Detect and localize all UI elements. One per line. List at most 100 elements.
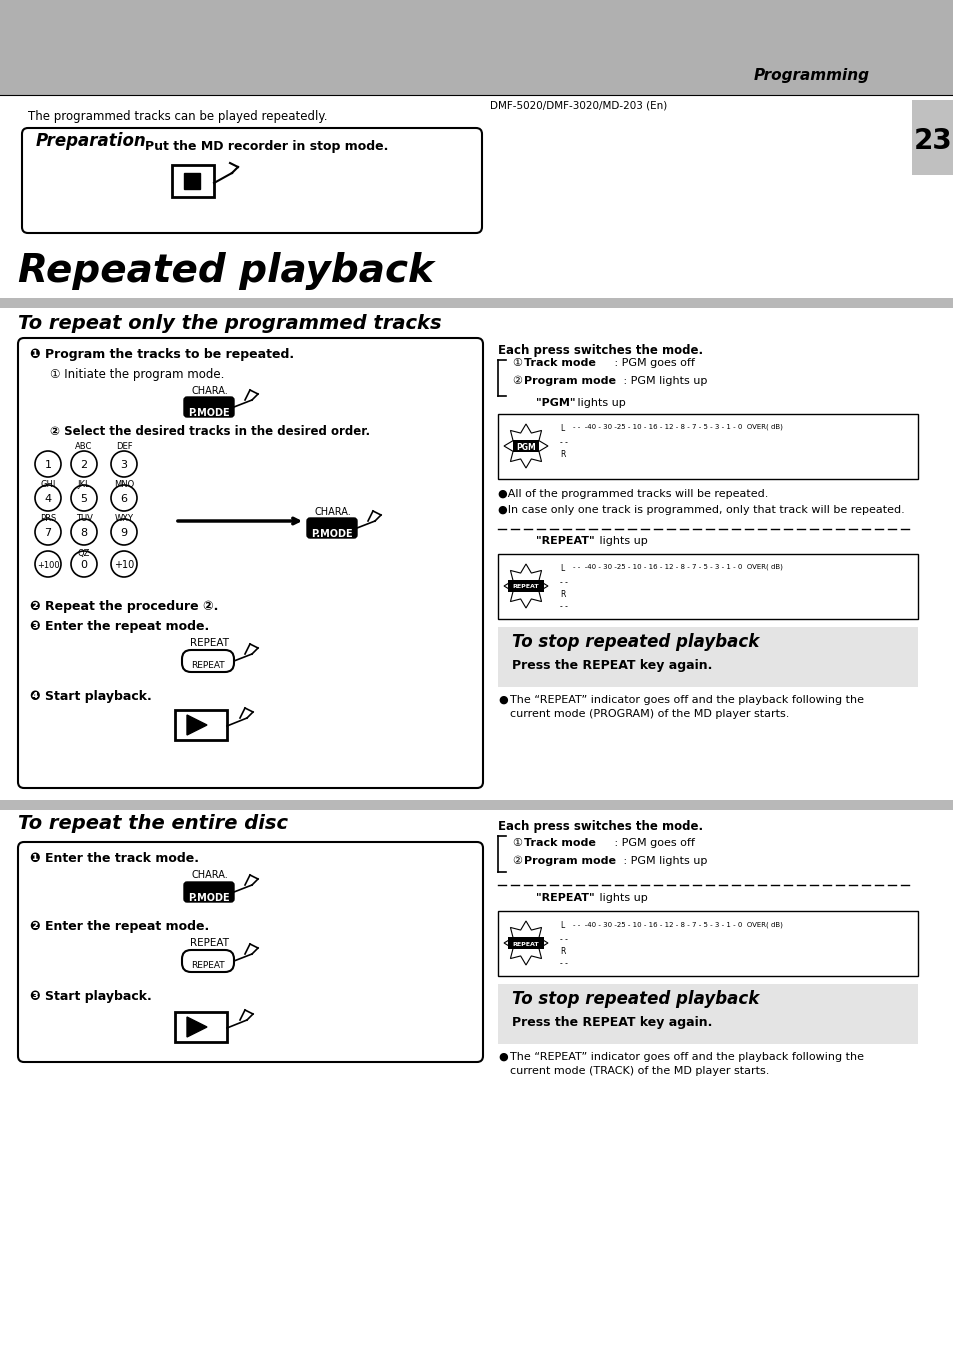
Circle shape (71, 519, 97, 544)
Text: R: R (559, 450, 565, 459)
Circle shape (111, 519, 137, 544)
Text: REPEAT: REPEAT (190, 638, 229, 648)
Text: DMF-5020/DMF-3020/MD-203 (En): DMF-5020/DMF-3020/MD-203 (En) (490, 100, 666, 109)
Text: Repeated playback: Repeated playback (18, 253, 434, 290)
Text: CHARA.: CHARA. (192, 870, 229, 880)
Text: ② Select the desired tracks in the desired order.: ② Select the desired tracks in the desir… (50, 426, 370, 438)
Text: lights up: lights up (596, 536, 647, 546)
Bar (497, 984, 917, 1044)
Text: REPEAT: REPEAT (191, 961, 225, 970)
Text: WXY: WXY (114, 513, 133, 523)
Text: - -  -40 - 30 -25 - 10 - 16 - 12 - 8 - 7 - 5 - 3 - 1 - 0  OVER( dB): - - -40 - 30 -25 - 10 - 16 - 12 - 8 - 7 … (573, 424, 782, 431)
Circle shape (35, 519, 61, 544)
Text: 4: 4 (45, 494, 51, 504)
Bar (497, 554, 917, 619)
Bar (911, 100, 953, 176)
FancyBboxPatch shape (182, 950, 233, 971)
Text: 6: 6 (120, 494, 128, 504)
Text: ❹ Start playback.: ❹ Start playback. (30, 690, 152, 703)
Text: - -: - - (559, 438, 567, 447)
Circle shape (35, 551, 61, 577)
Text: ❸ Enter the repeat mode.: ❸ Enter the repeat mode. (30, 620, 209, 634)
Text: P.MODE: P.MODE (311, 530, 353, 539)
Circle shape (111, 551, 137, 577)
Text: ❶ Program the tracks to be repeated.: ❶ Program the tracks to be repeated. (30, 349, 294, 361)
Text: : PGM lights up: : PGM lights up (619, 857, 706, 866)
Text: : PGM goes off: : PGM goes off (603, 358, 694, 367)
Text: Track mode: Track mode (523, 838, 596, 848)
Text: 0: 0 (80, 561, 88, 570)
Bar (497, 627, 917, 688)
Text: ●: ● (497, 1052, 507, 1062)
Text: ❷ Repeat the procedure ②.: ❷ Repeat the procedure ②. (30, 600, 218, 613)
Circle shape (111, 485, 137, 511)
Text: CHARA.: CHARA. (192, 386, 229, 396)
Text: L: L (559, 424, 563, 434)
FancyBboxPatch shape (18, 338, 482, 788)
Text: Put the MD recorder in stop mode.: Put the MD recorder in stop mode. (145, 141, 388, 153)
Circle shape (71, 451, 97, 477)
Text: 8: 8 (80, 528, 88, 538)
Text: ❸ Start playback.: ❸ Start playback. (30, 990, 152, 1002)
Polygon shape (503, 921, 547, 965)
Bar (0, 299, 953, 308)
Polygon shape (503, 563, 547, 608)
FancyBboxPatch shape (182, 650, 233, 671)
Circle shape (111, 451, 137, 477)
Text: L: L (559, 921, 563, 929)
Text: GHI: GHI (40, 480, 55, 489)
Text: : PGM lights up: : PGM lights up (619, 376, 706, 386)
Text: current mode (PROGRAM) of the MD player starts.: current mode (PROGRAM) of the MD player … (510, 709, 788, 719)
Text: - -: - - (559, 959, 567, 969)
Text: REPEAT: REPEAT (512, 942, 538, 947)
Text: ②: ② (512, 857, 521, 866)
FancyBboxPatch shape (18, 842, 482, 1062)
Circle shape (35, 485, 61, 511)
Text: - -: - - (559, 935, 567, 944)
Text: Press the REPEAT key again.: Press the REPEAT key again. (512, 659, 712, 671)
Polygon shape (503, 424, 547, 467)
Text: Preparation: Preparation (36, 132, 147, 150)
Text: L: L (559, 563, 563, 573)
Polygon shape (187, 1017, 207, 1038)
Text: Programming: Programming (753, 68, 869, 82)
Text: REPEAT: REPEAT (512, 585, 538, 589)
Text: ABC: ABC (75, 442, 92, 451)
Text: DEF: DEF (115, 442, 132, 451)
Text: To stop repeated playback: To stop repeated playback (512, 990, 759, 1008)
Text: - -: - - (559, 578, 567, 586)
Text: Track mode: Track mode (523, 358, 596, 367)
Bar (0, 800, 953, 811)
Text: Each press switches the mode.: Each press switches the mode. (497, 820, 702, 834)
Text: REPEAT: REPEAT (191, 661, 225, 670)
Bar (497, 911, 917, 975)
Text: ① Initiate the program mode.: ① Initiate the program mode. (50, 367, 224, 381)
Polygon shape (187, 715, 207, 735)
Circle shape (35, 451, 61, 477)
Circle shape (71, 551, 97, 577)
Text: R: R (559, 947, 565, 957)
Text: ①: ① (512, 358, 521, 367)
Text: REPEAT: REPEAT (190, 938, 229, 948)
Text: ❷ Enter the repeat mode.: ❷ Enter the repeat mode. (30, 920, 209, 934)
Text: ②: ② (512, 376, 521, 386)
Text: ●: ● (497, 694, 507, 705)
Text: 1: 1 (45, 459, 51, 470)
Text: +10: +10 (113, 561, 134, 570)
Text: To stop repeated playback: To stop repeated playback (512, 634, 759, 651)
Text: Program mode: Program mode (523, 857, 616, 866)
Text: The “REPEAT” indicator goes off and the playback following the: The “REPEAT” indicator goes off and the … (510, 1052, 863, 1062)
Bar (507, 938, 543, 948)
Text: "REPEAT": "REPEAT" (536, 536, 594, 546)
Text: MNO: MNO (113, 480, 134, 489)
Text: ●All of the programmed tracks will be repeated.: ●All of the programmed tracks will be re… (497, 489, 767, 499)
Text: ❶ Enter the track mode.: ❶ Enter the track mode. (30, 852, 199, 865)
Circle shape (71, 485, 97, 511)
Text: lights up: lights up (596, 893, 647, 902)
Bar (172, 165, 213, 197)
Bar (174, 1012, 227, 1042)
Bar (184, 173, 200, 189)
Text: The “REPEAT” indicator goes off and the playback following the: The “REPEAT” indicator goes off and the … (510, 694, 863, 705)
FancyBboxPatch shape (184, 882, 233, 902)
Text: TUV: TUV (75, 513, 92, 523)
